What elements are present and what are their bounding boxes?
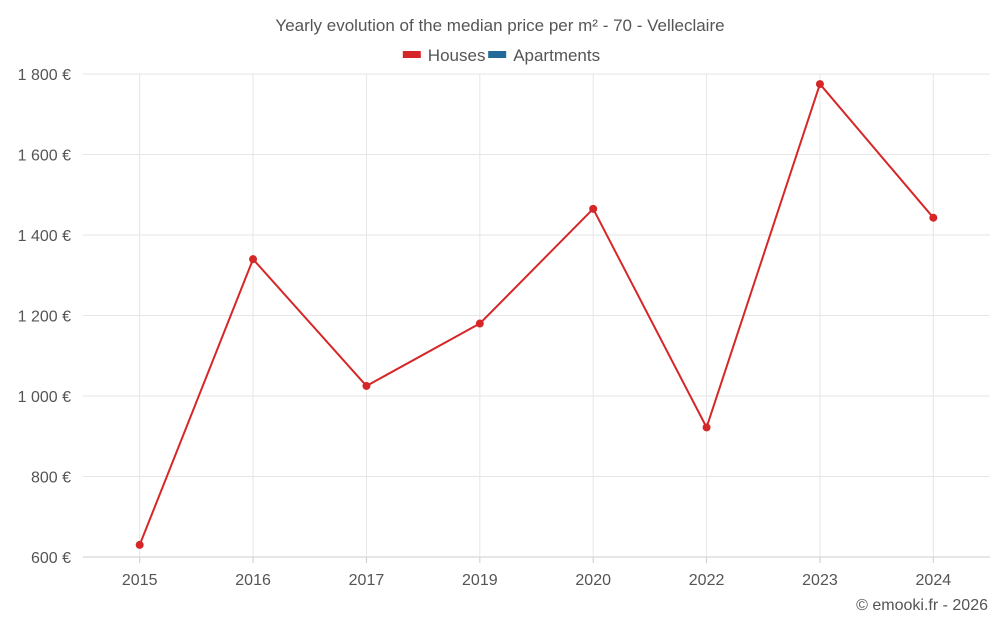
legend-item-houses[interactable]: Houses: [402, 46, 486, 65]
x-tick-label: 2024: [916, 572, 952, 589]
y-axis: 600 € 800 € 1 000 € 1 200 € 1 400 € 1 600 € 1 …: [18, 67, 71, 567]
data-point[interactable]: [475, 319, 484, 328]
x-tick-label: 2017: [349, 572, 385, 589]
x-tick-label: 2020: [575, 572, 611, 589]
data-point[interactable]: [362, 381, 371, 390]
data-point[interactable]: [702, 423, 711, 432]
data-point[interactable]: [815, 80, 824, 89]
chart-title: Yearly evolution of the median price per…: [275, 16, 724, 35]
data-point[interactable]: [249, 255, 258, 264]
y-tick-label: 1 200 €: [18, 309, 71, 326]
legend-label: Houses: [428, 46, 486, 65]
legend-swatch: [488, 51, 507, 58]
y-tick-label: 1 600 €: [18, 148, 71, 165]
data-point[interactable]: [135, 540, 144, 549]
data-point[interactable]: [589, 204, 598, 213]
data-point[interactable]: [929, 213, 938, 222]
x-tick-label: 2019: [462, 572, 498, 589]
legend-item-apartments[interactable]: Apartments: [488, 46, 600, 65]
x-tick-label: 2016: [235, 572, 271, 589]
y-tick-label: 1 800 €: [18, 67, 71, 84]
y-tick-label: 800 €: [31, 470, 71, 487]
grid: [83, 73, 990, 558]
x-axis: 2015 2016 2017 2019 2020 2022 2023 2024: [122, 557, 951, 589]
legend-swatch: [402, 51, 421, 58]
y-tick-label: 1 400 €: [18, 228, 71, 245]
y-tick-label: 600 €: [31, 550, 71, 567]
x-tick-label: 2015: [122, 572, 158, 589]
x-tick-label: 2023: [802, 572, 838, 589]
series-line-houses: [138, 83, 935, 546]
legend: Houses Apartments: [402, 46, 600, 65]
series-layer: [135, 80, 938, 549]
credit-text: © emooki.fr - 2026: [856, 597, 988, 614]
x-tick-label: 2022: [689, 572, 725, 589]
legend-label: Apartments: [513, 46, 600, 65]
y-tick-label: 1 000 €: [18, 389, 71, 406]
